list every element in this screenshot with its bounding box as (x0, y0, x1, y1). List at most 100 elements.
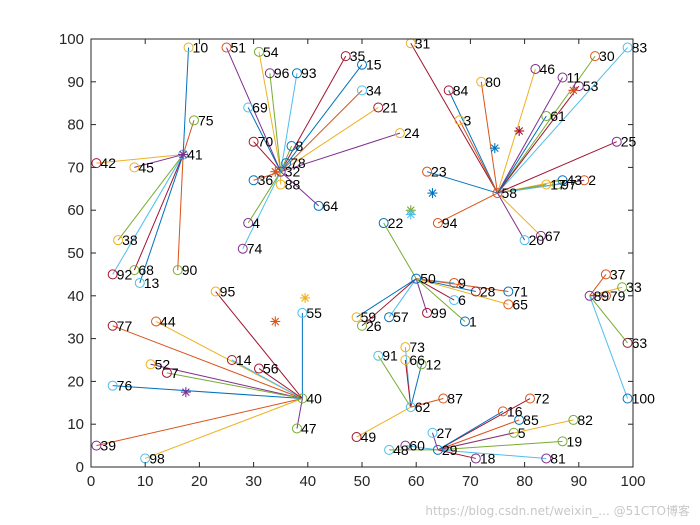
edge-32-78 (280, 162, 287, 172)
point-24 (394, 128, 405, 139)
point-label-76: 76 (117, 378, 133, 394)
point-58 (492, 188, 503, 199)
point-80 (476, 76, 487, 87)
edge-40-7 (166, 372, 303, 400)
point-label-67: 67 (545, 228, 561, 244)
point-label-88: 88 (285, 177, 301, 193)
point-label-77: 77 (117, 318, 133, 334)
center-marker-6 (427, 188, 438, 199)
point-3 (454, 115, 465, 126)
point-label-29: 29 (442, 442, 458, 458)
point-75 (188, 115, 199, 126)
point-6 (449, 295, 460, 306)
center-marker-11 (180, 387, 191, 398)
point-45 (129, 162, 140, 173)
point-42 (91, 158, 102, 169)
x-tick-label-0: 0 (87, 473, 95, 490)
point-68 (129, 265, 140, 276)
edge-32-93 (280, 73, 298, 172)
point-label-55: 55 (306, 305, 322, 321)
points-layer (91, 38, 633, 464)
edge-41-38 (117, 154, 184, 241)
x-tick-label-100: 100 (620, 473, 645, 490)
point-label-70: 70 (258, 134, 274, 150)
point-label-89: 89 (594, 288, 610, 304)
point-label-4: 4 (252, 215, 260, 231)
point-85 (514, 414, 525, 425)
edge-62-66 (404, 359, 412, 408)
point-96 (264, 68, 275, 79)
x-tick-label-60: 60 (408, 473, 425, 490)
point-label-32: 32 (285, 164, 301, 180)
center-marker-10 (300, 292, 311, 303)
y-tick-label-20: 20 (67, 373, 84, 390)
watermark-text: https://blog.csdn.net/weixin_... @51CTO博… (425, 503, 690, 518)
point-label-3: 3 (464, 112, 472, 128)
y-tick-label-60: 60 (67, 202, 84, 219)
point-label-8: 8 (296, 138, 304, 154)
point-label-72: 72 (534, 391, 550, 407)
x-tick-label-50: 50 (354, 473, 371, 490)
point-label-31: 31 (415, 35, 431, 51)
edge-50-6 (415, 278, 455, 301)
edge-29-16 (437, 410, 504, 451)
edge-58-25 (497, 141, 617, 194)
point-78 (281, 158, 292, 169)
point-53 (573, 81, 584, 92)
edge-32-70 (253, 141, 282, 173)
point-5 (508, 427, 519, 438)
point-8 (286, 141, 297, 151)
center-marker-8 (405, 209, 416, 220)
point-1 (459, 316, 470, 327)
edge-29-60 (405, 445, 438, 451)
point-label-6: 6 (458, 292, 466, 308)
edge-41-68 (133, 154, 184, 271)
point-71 (503, 286, 514, 297)
x-tick-label-40: 40 (299, 473, 316, 490)
edge-62-87 (410, 398, 444, 408)
point-88 (275, 179, 286, 190)
point-label-9: 9 (458, 275, 466, 291)
edge-32-15 (280, 64, 363, 172)
point-label-21: 21 (382, 99, 398, 115)
point-label-42: 42 (100, 155, 116, 171)
edge-40-14 (231, 359, 303, 399)
point-label-93: 93 (301, 65, 317, 81)
point-label-1: 1 (469, 313, 477, 329)
point-label-75: 75 (198, 112, 214, 128)
edge-40-39 (96, 398, 303, 447)
edge-40-95 (215, 291, 303, 399)
point-36 (248, 175, 259, 186)
edge-58-61 (497, 115, 547, 194)
point-label-26: 26 (366, 318, 382, 334)
edge-32-35 (280, 55, 347, 172)
point-13 (134, 277, 145, 288)
point-label-43: 43 (567, 172, 583, 188)
point-73 (400, 342, 411, 353)
point-52 (145, 359, 156, 370)
point-label-81: 81 (550, 450, 566, 466)
edge-50-22 (383, 222, 417, 279)
point-40 (297, 393, 308, 404)
edge-58-23 (426, 171, 498, 194)
edge-58-97 (497, 184, 558, 194)
y-tick-label-30: 30 (67, 331, 84, 348)
point-label-56: 56 (263, 361, 279, 377)
point-label-34: 34 (366, 82, 382, 98)
edge-29-81 (437, 449, 547, 459)
point-label-60: 60 (409, 438, 425, 454)
point-label-15: 15 (366, 57, 382, 73)
edge-58-31 (410, 43, 498, 194)
point-35 (340, 51, 351, 62)
edge-50-28 (416, 278, 476, 293)
edge-32-21 (280, 107, 379, 173)
edge-29-27 (431, 432, 439, 451)
point-39 (91, 440, 102, 451)
point-label-13: 13 (144, 275, 160, 291)
point-label-54: 54 (263, 44, 279, 60)
point-label-52: 52 (155, 356, 171, 372)
point-92 (107, 269, 118, 280)
center-marker-9 (270, 316, 281, 327)
point-label-59: 59 (361, 309, 377, 325)
point-18 (470, 453, 481, 464)
